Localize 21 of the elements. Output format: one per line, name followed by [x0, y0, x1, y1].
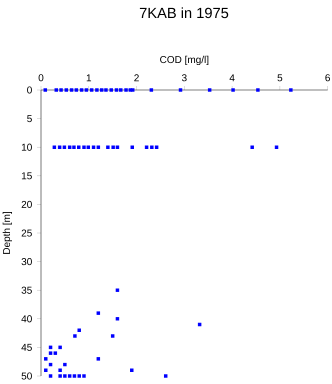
- y-tick-label: 20: [22, 200, 32, 208]
- y-tick-label: 25: [22, 229, 32, 237]
- y-tick-label: 45: [21, 344, 32, 351]
- y-tick-label: 0: [27, 86, 32, 94]
- y-tick-label: 40: [21, 315, 32, 322]
- x-tick-label: 3: [182, 74, 187, 82]
- x-tick-label: 5: [278, 74, 282, 82]
- y-tick-label: 15: [22, 172, 32, 180]
- y-tick-label: 50: [22, 372, 32, 380]
- chart-title: 7KAB in 1975: [140, 7, 228, 18]
- x-tick-label: 0: [38, 74, 44, 82]
- x-tick-label: 2: [134, 74, 139, 82]
- x-tick-label: 6: [325, 74, 330, 82]
- y-tick-label: 10: [22, 144, 32, 151]
- y-tick-label: 5: [27, 115, 32, 122]
- y-tick-label: 30: [22, 258, 32, 266]
- x-tick-label: 4: [230, 74, 235, 82]
- x-axis-title: COD [mg/l]: [160, 56, 208, 66]
- y-tick-label: 35: [22, 286, 32, 294]
- y-axis-title: Depth [m]: [2, 212, 12, 254]
- x-tick-label: 1: [86, 74, 92, 82]
